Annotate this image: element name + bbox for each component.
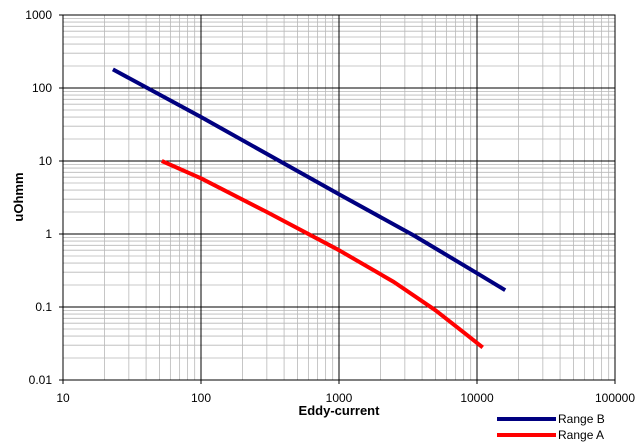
y-tick-label: 0.1 — [35, 300, 52, 314]
x-tick-label: 100 — [191, 391, 211, 405]
legend: Range B Range A — [497, 412, 605, 442]
y-tick-labels: 0.01 0.1 1 10 100 1000 — [25, 8, 63, 387]
x-axis-title: Eddy-current — [299, 403, 381, 418]
x-tick-label: 10000 — [460, 391, 494, 405]
series-layer — [111, 67, 507, 349]
x-tick-labels: 10 100 1000 10000 100000 — [56, 380, 635, 405]
legend-label-range-b: Range B — [558, 412, 605, 426]
y-tick-label: 100 — [32, 81, 52, 95]
major-gridlines — [63, 15, 615, 380]
series-line-range-b — [111, 67, 507, 292]
y-tick-label: 10 — [39, 154, 53, 168]
series-line-range-a — [160, 159, 484, 349]
x-tick-label: 10 — [56, 391, 70, 405]
y-tick-label: 1 — [45, 227, 52, 241]
x-tick-label: 100000 — [595, 391, 635, 405]
legend-label-range-a: Range A — [558, 428, 604, 442]
y-tick-label: 1000 — [25, 8, 52, 22]
minor-gridlines — [63, 15, 615, 380]
y-axis-title: uOhmm — [11, 172, 26, 221]
x-tick-label: 1000 — [326, 391, 353, 405]
y-tick-label: 0.01 — [29, 373, 53, 387]
